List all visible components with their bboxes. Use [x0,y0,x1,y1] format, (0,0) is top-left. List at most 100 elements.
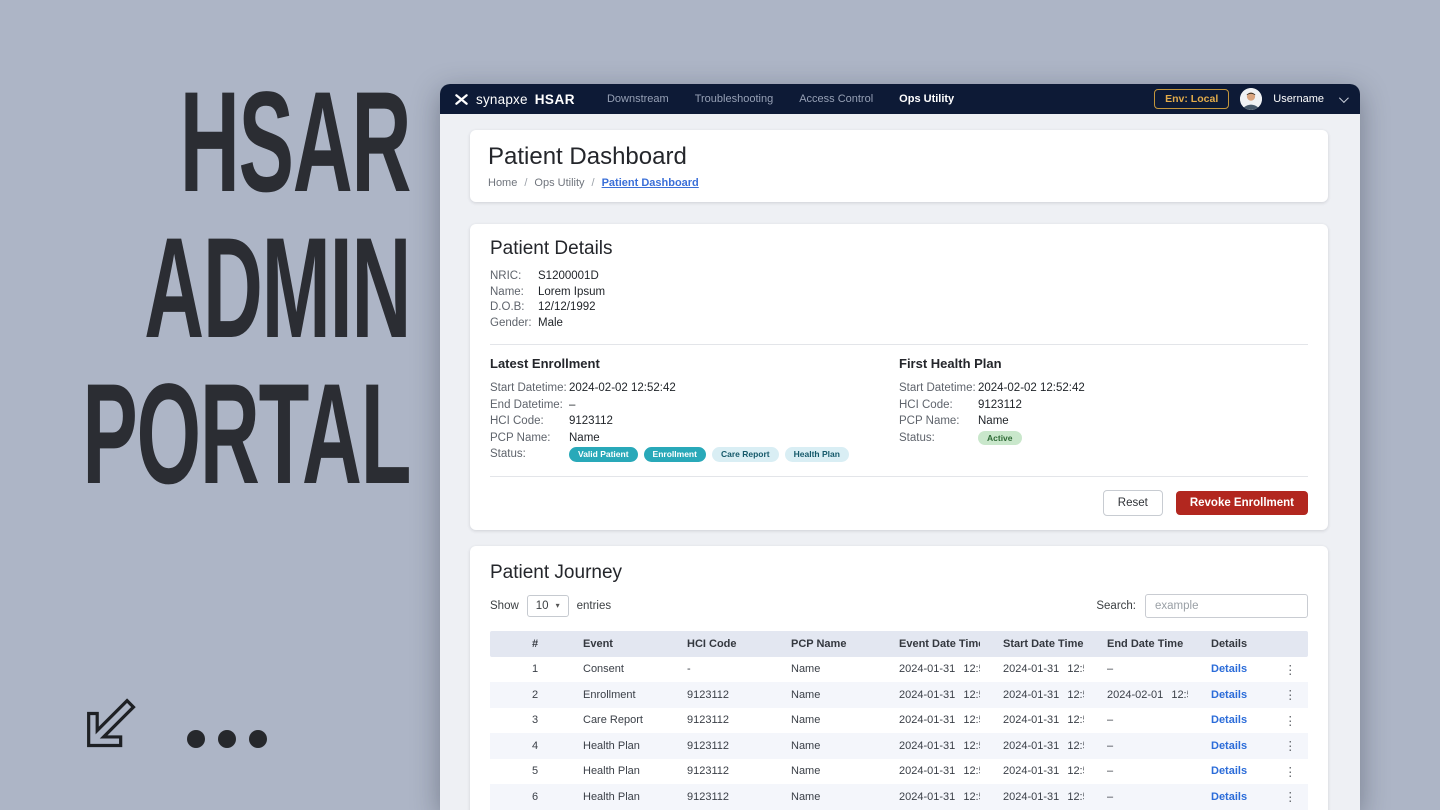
search-input[interactable] [1145,593,1308,618]
table-row: 5 Health Plan 9123112 Name 2024-01-31 12… [490,759,1308,785]
field-value: 2024-02-02 12:52:42 [978,382,1085,394]
page-size-value: 10 [535,599,549,612]
nav-link[interactable]: Downstream [606,93,669,105]
first-health-plan-title: First Health Plan [899,356,1002,371]
field-value: 12/12/1992 [538,301,596,313]
status-badges: Active [978,430,1022,445]
details-link[interactable]: Details [1211,765,1248,778]
cell-pcp-name: Name [791,739,821,752]
table-column-header: Details [1211,637,1248,650]
breadcrumb: Home Ops Utility Patient Dashboard [488,177,1310,189]
kebab-menu-icon[interactable]: ⋮ [1284,739,1297,754]
kebab-menu-icon[interactable]: ⋮ [1284,713,1297,728]
status-badge: Enrollment [643,447,706,462]
details-link[interactable]: Details [1211,688,1248,701]
env-badge[interactable]: Env: Local [1154,89,1230,109]
table-controls: Show 10 ▾ entries Search: [490,593,1308,618]
cell-hci-code: 9123112 [687,739,730,752]
field-label: Start Datetime: [490,382,567,394]
status-badges: Valid Patient Enrollment Care Report Hea… [569,447,849,462]
navbar-right: Env: Local Username [1154,88,1349,110]
table-column-header: End Date Time [1107,637,1184,650]
field-row: D.O.B: 12/12/1992 [490,300,1308,316]
cell-event: Enrollment [583,688,636,701]
breadcrumb-item[interactable]: Patient Dashboard [585,177,699,189]
details-link[interactable]: Details [1211,714,1248,727]
breadcrumb-item[interactable]: Ops Utility [517,177,584,189]
cell-hci-code: 9123112 [687,765,730,778]
reset-button[interactable]: Reset [1102,489,1163,516]
table-column-header: Start Date Time [1003,637,1084,650]
field-value: 9123112 [569,415,613,427]
caret-down-icon: ▾ [555,601,560,610]
cell-start-datetime: 2024-01-31 12:52:42 [1003,663,1084,676]
arrow-down-left-icon [78,690,142,759]
cell-end-datetime: – [1107,765,1114,778]
cell-index: 4 [531,739,539,752]
details-link[interactable]: Details [1211,663,1248,676]
cell-event: Health Plan [583,739,640,752]
kebab-menu-icon[interactable]: ⋮ [1284,688,1297,703]
cell-end-datetime: – [1107,790,1114,803]
poster-title: HSAR ADMIN PORTAL [0,70,411,508]
synapxe-x-icon [454,92,469,107]
cell-pcp-name: Name [791,714,821,727]
field-row: HCI Code: 9123112 [899,397,1308,414]
field-value: Name [569,431,600,444]
breadcrumb-item[interactable]: Home [488,177,518,189]
field-row: Start Datetime: 2024-02-02 12:52:42 [490,380,899,397]
kebab-menu-icon[interactable]: ⋮ [1284,790,1297,805]
revoke-enrollment-button[interactable]: Revoke Enrollment [1175,490,1308,515]
field-row: PCP Name: Name [490,430,899,447]
field-row: NRIC: S1200001D [490,269,1308,285]
cell-hci-code: 9123112 [687,688,730,701]
patient-fields: NRIC: S1200001D Name: Lorem Ipsum D.O.B:… [490,269,1308,331]
table-column-header: Event [583,637,613,650]
cell-index: 6 [531,790,539,803]
cell-end-datetime: – [1107,663,1114,676]
nav-link[interactable]: Troubleshooting [694,93,774,105]
kebab-menu-icon[interactable]: ⋮ [1284,662,1297,677]
chevron-down-icon[interactable] [1338,92,1349,103]
table-body: 1 Consent - Name 2024-01-31 12:52:42 202… [490,657,1308,810]
user-avatar[interactable] [1240,88,1263,110]
cell-event: Care Report [583,714,643,727]
table-header-row: # Event HCI Code PCP Name Event Date Tim… [490,630,1308,657]
field-label: Gender: [490,316,532,329]
enrollment-columns: Latest Enrollment Start Datetime: 2024-0… [490,345,1308,463]
username-label[interactable]: Username [1273,93,1324,105]
cell-index: 1 [531,663,539,676]
field-label: D.O.B: [490,301,525,313]
table-row: 6 Health Plan 9123112 Name 2024-01-31 12… [490,784,1308,810]
cell-event: Health Plan [583,790,640,803]
page-size-select[interactable]: 10 ▾ [526,594,569,617]
page-content: Patient Dashboard Home Ops Utility Patie… [440,114,1360,810]
kebab-menu-icon[interactable]: ⋮ [1284,764,1297,779]
cell-event-datetime: 2024-01-31 12:52:42 [899,765,980,778]
table-column-header: PCP Name [791,637,847,650]
cell-start-datetime: 2024-01-31 12:52:42 [1003,688,1084,701]
entries-label: entries [576,599,612,612]
field-row: Name: Lorem Ipsum [490,285,1308,301]
cell-hci-code: 9123112 [687,790,730,803]
field-value: 2024-02-02 12:52:42 [569,382,676,394]
cell-start-datetime: 2024-01-31 12:52:42 [1003,714,1084,727]
latest-enrollment-title: Latest Enrollment [490,356,600,371]
field-label: NRIC: [490,270,522,282]
details-link[interactable]: Details [1211,739,1248,752]
search-label: Search: [1096,599,1136,612]
brand-logo[interactable]: synapxe HSAR [454,92,575,107]
ellipsis-dots-icon [186,729,268,754]
first-health-plan-status-row: Status: Active [899,430,1308,447]
nav-link[interactable]: Access Control [799,93,874,105]
field-label: Name: [490,285,524,298]
cell-index: 5 [531,765,539,778]
details-link[interactable]: Details [1211,790,1248,803]
field-label: PCP Name: [490,431,551,444]
cell-end-datetime: – [1107,739,1114,752]
nav-link[interactable]: Ops Utility [899,93,955,105]
brand-name: synapxe [476,91,528,107]
table-row: 3 Care Report 9123112 Name 2024-01-31 12… [490,708,1308,734]
field-label: PCP Name: [899,415,960,427]
cell-event-datetime: 2024-01-31 12:52:42 [899,663,980,676]
